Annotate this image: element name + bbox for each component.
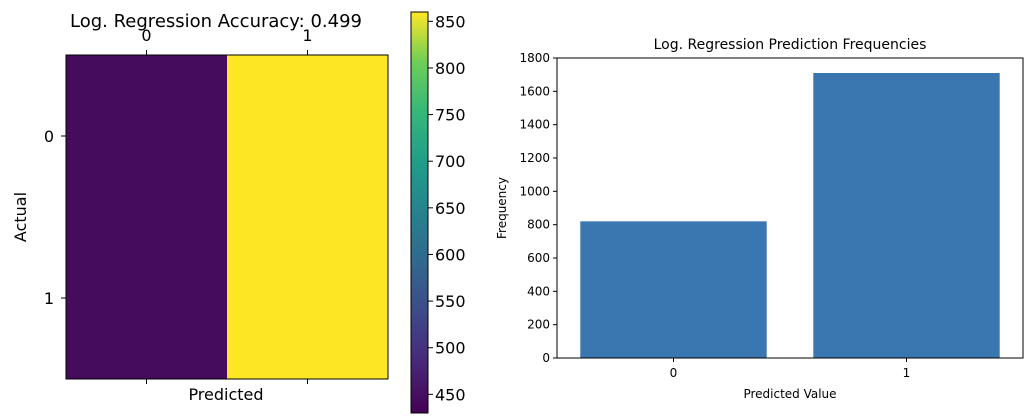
bar-chart-ylabel: Frequency: [495, 177, 509, 239]
heatmap-xlabel: Predicted: [188, 385, 263, 404]
heatmap-ylabel: Actual: [11, 192, 30, 242]
bar-yticks: 0 200 400 600 800 1000 1200 1400 1600 1800: [519, 51, 557, 365]
heatmap-xtick-label: 0: [141, 26, 151, 45]
colorbar-tick-label: 450: [435, 385, 466, 404]
colorbar-tick-label: 500: [435, 339, 466, 358]
heatmap-title: Log. Regression Accuracy: 0.499: [70, 11, 362, 32]
confusion-matrix: 0 1 0 1 Predicted Actual Log. Regression Ac…: [11, 11, 389, 404]
bar-ytick-label: 1800: [519, 51, 550, 65]
heatmap-ticks: 0 1 0 1: [44, 26, 313, 384]
colorbar-tick-label: 850: [435, 12, 466, 31]
bar-1: [813, 73, 1000, 358]
heatmap-cell-1-1: [227, 217, 389, 380]
colorbar-ticks: 450 500 550 600 650 700 750 800 850: [428, 12, 466, 404]
bar-chart: Log. Regression Prediction Frequencies 0…: [495, 37, 1024, 401]
bar-ytick-label: 1200: [519, 151, 550, 165]
colorbar-tick-label: 550: [435, 292, 466, 311]
colorbar-tick-label: 600: [435, 245, 466, 264]
colorbar-tick-label: 700: [435, 152, 466, 171]
heatmap-cell-0-1: [227, 55, 389, 218]
heatmap-ytick-label: 1: [44, 289, 54, 308]
heatmap-frame: [65, 54, 389, 380]
heatmap-cell-0-0: [66, 55, 228, 218]
bar-0: [580, 221, 767, 358]
heatmap-cell-1-0: [66, 217, 228, 380]
bar-ytick-label: 200: [527, 318, 550, 332]
bars: [580, 73, 1000, 358]
bar-xtick-label: 1: [903, 366, 911, 380]
bar-xtick-label: 0: [670, 366, 678, 380]
bar-ytick-label: 600: [527, 251, 550, 265]
bar-chart-xlabel: Predicted Value: [743, 387, 836, 401]
colorbar-tick-label: 800: [435, 59, 466, 78]
bar-chart-frame: [556, 57, 1024, 359]
colorbar-tick-label: 750: [435, 106, 466, 125]
heatmap-ytick-label: 0: [44, 127, 54, 146]
colorbar: 450 500 550 600 650 700 750 800 850: [410, 11, 466, 414]
colorbar-frame: [410, 11, 429, 414]
bar-ytick-label: 800: [527, 218, 550, 232]
bar-ytick-label: 400: [527, 284, 550, 298]
colorbar-tick-label: 650: [435, 199, 466, 218]
heatmap-xtick-label: 1: [302, 26, 312, 45]
bar-ytick-label: 1000: [519, 184, 550, 198]
bar-ytick-label: 1400: [519, 118, 550, 132]
colorbar-gradient: [411, 12, 428, 413]
heatmap-cells: [66, 55, 389, 380]
bar-ytick-label: 1600: [519, 84, 550, 98]
bar-ytick-label: 0: [542, 351, 550, 365]
bar-chart-title: Log. Regression Prediction Frequencies: [654, 37, 927, 53]
